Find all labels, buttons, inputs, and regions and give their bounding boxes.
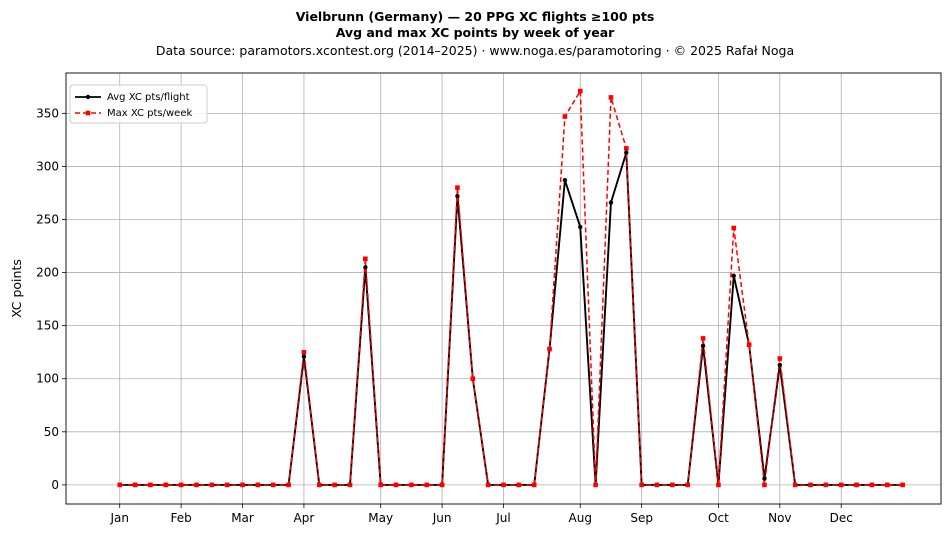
data-point-max [731,225,737,231]
series-line-max [119,90,903,486]
data-point-max [670,482,675,488]
data-point-max [700,336,706,341]
x-tick-label: Dec [830,511,853,525]
data-point-max [501,482,506,488]
legend: Avg XC pts/flight Max XC pts/week [69,84,208,124]
data-point-max [716,482,721,488]
x-tick-label: Aug [569,511,592,525]
y-axis-label: XC points [9,259,24,318]
y-tick-label: 50 [44,425,59,439]
data-point-max [286,482,291,488]
data-point-max [393,482,399,488]
data-point-avg [455,193,460,199]
data-point-max [854,482,859,488]
x-tick-label: Apr [294,511,315,525]
grid [66,73,941,504]
chart-title-line1: Vielbrunn (Germany) — 20 PPG XC flights … [296,9,655,24]
legend-label-max: Max XC pts/week [107,108,192,119]
chart-source-line: Data source: paramotors.xcontest.org (20… [156,43,794,58]
legend-frame [69,84,208,124]
data-point-max [485,482,491,488]
data-point-max [178,482,184,488]
data-point-avg [363,265,368,270]
data-point-max [624,146,629,151]
data-point-max [409,482,414,488]
y-tick-label: 100 [36,372,59,386]
legend-marker-avg [85,94,91,100]
x-tick-label: Oct [708,511,729,525]
data-point-max [132,482,138,488]
data-point-max [746,342,752,348]
data-point-max [455,185,460,190]
data-point-max [792,482,798,488]
data-point-max [838,482,844,488]
y-tick-label: 300 [36,159,59,173]
data-point-max [639,482,644,488]
data-point-max [363,256,368,262]
data-point-avg [562,178,568,183]
data-point-avg [624,150,629,155]
x-tick-label: Mar [231,511,254,525]
data-point-max [777,356,783,361]
x-axis-ticks: Jan Feb Mar Apr May Jun Jul Aug Sep Oct Nov Dec [109,504,853,525]
x-tick-label: Jun [432,511,452,525]
series-group [117,88,905,488]
data-point-max [470,376,476,382]
data-point-max [163,482,169,488]
data-point-max [209,482,215,488]
y-tick-label: 0 [51,478,59,492]
data-point-max [608,95,614,100]
data-point-max [316,482,322,488]
data-point-max [270,482,276,488]
data-point-max [224,482,230,488]
data-point-max [869,482,875,488]
data-point-max [117,482,123,488]
data-point-max [900,482,905,488]
data-point-avg [762,476,767,481]
chart-title-line2: Avg and max XC points by week of year [336,25,615,40]
data-point-max [762,482,767,488]
x-tick-label: Jan [109,511,129,525]
data-point-max [424,482,430,488]
data-point-max [685,482,691,488]
data-point-max [240,482,245,488]
data-point-avg [608,200,614,205]
data-point-avg [301,354,307,359]
data-point-max [301,349,307,355]
x-tick-label: Nov [768,511,791,525]
y-axis-ticks: 0 50 100 150 200 250 300 350 [36,106,66,492]
data-point-max [562,114,568,119]
data-point-max [547,346,552,352]
x-tick-label: May [368,511,393,525]
data-point-max [516,482,522,488]
y-tick-label: 350 [36,106,59,120]
y-tick-label: 150 [36,319,59,333]
x-tick-label: Jul [495,511,510,525]
data-point-avg [578,224,583,230]
data-point-max [884,482,890,488]
x-tick-label: Feb [171,511,192,525]
data-point-max [654,482,660,488]
legend-marker-max [85,110,91,116]
data-point-max [439,482,445,488]
data-point-avg [700,343,706,349]
data-point-max [808,482,813,488]
data-point-max [347,482,353,488]
y-tick-label: 250 [36,212,59,226]
data-point-max [148,482,153,488]
data-point-max [194,482,199,488]
data-point-max [577,88,583,94]
data-point-max [593,482,598,488]
x-tick-label: Sep [630,511,653,525]
data-point-max [332,482,337,488]
data-point-max [531,482,537,488]
data-point-max [823,482,829,488]
data-point-max [378,482,383,488]
y-tick-label: 200 [36,266,59,280]
data-point-avg [777,362,783,368]
data-point-max [255,482,261,488]
data-point-avg [731,273,736,278]
legend-label-avg: Avg XC pts/flight [107,92,190,103]
